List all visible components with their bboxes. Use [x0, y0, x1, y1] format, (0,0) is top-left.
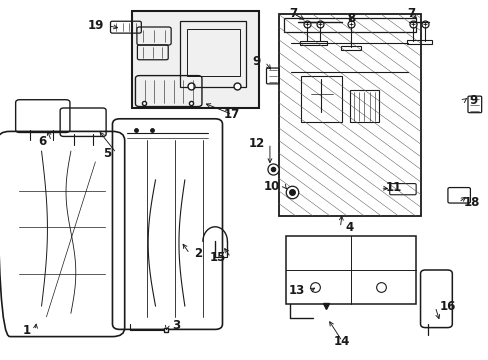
Bar [341, 46, 360, 50]
Text: 4: 4 [345, 221, 353, 234]
Text: 8: 8 [346, 12, 354, 24]
Text: 9: 9 [251, 55, 260, 68]
Text: 1: 1 [22, 324, 30, 337]
Bar [186, 29, 239, 76]
Bar [180, 21, 245, 87]
Text: 5: 5 [103, 147, 111, 159]
Text: 11: 11 [385, 181, 401, 194]
Text: 16: 16 [439, 300, 455, 313]
Text: 12: 12 [248, 137, 264, 150]
Bar [406, 40, 431, 44]
Bar [283, 18, 415, 32]
Text: 3: 3 [172, 319, 180, 332]
Text: 18: 18 [463, 196, 479, 209]
Text: 15: 15 [209, 251, 225, 264]
Text: 10: 10 [263, 180, 279, 193]
Text: 6: 6 [38, 135, 46, 148]
Text: 7: 7 [289, 7, 297, 20]
Bar [300, 41, 326, 45]
Bar [132, 11, 259, 108]
Text: 13: 13 [288, 284, 305, 297]
Text: 2: 2 [194, 247, 203, 260]
Text: 19: 19 [87, 19, 103, 32]
Text: 9: 9 [468, 94, 477, 107]
Text: 7: 7 [407, 7, 415, 20]
Bar [300, 76, 342, 122]
Text: 14: 14 [333, 335, 350, 348]
Bar [278, 14, 420, 216]
Text: 17: 17 [224, 108, 240, 121]
Bar [285, 236, 415, 304]
Bar [349, 90, 378, 122]
